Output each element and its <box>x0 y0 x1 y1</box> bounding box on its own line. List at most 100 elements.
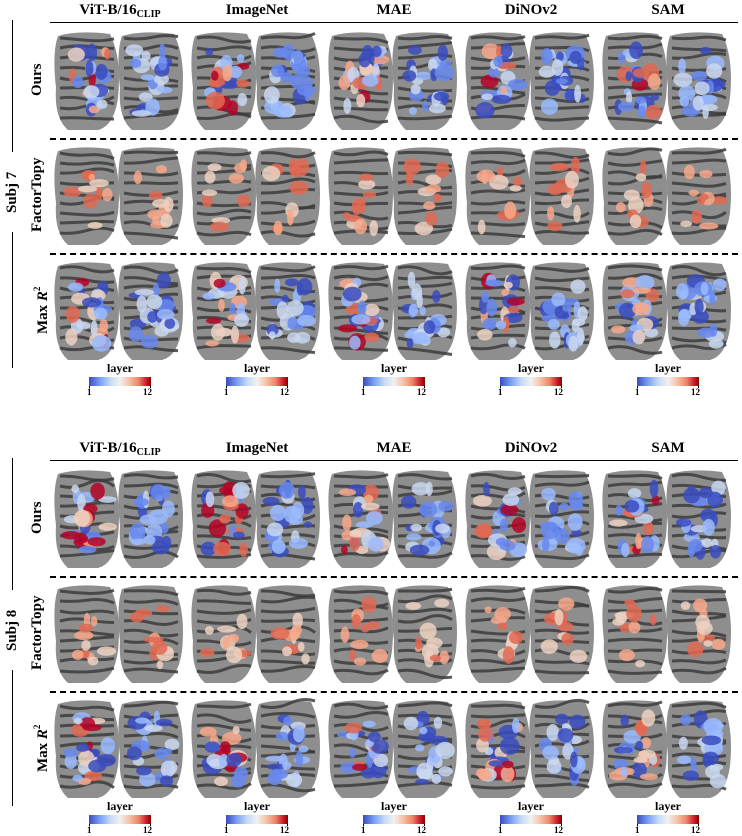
brain-flatmap <box>52 696 188 800</box>
column-header-text: ViT-B/16 <box>79 2 137 18</box>
colorbar-label: layer <box>655 361 681 375</box>
colorbar-tick <box>637 386 638 388</box>
colorbar-gradient <box>226 377 288 386</box>
brain-flatmap-max-r2-svg <box>326 696 462 800</box>
brain-flatmap <box>463 258 599 362</box>
brain-flatmap <box>189 466 325 570</box>
column-header-text: MAE <box>376 2 412 18</box>
layer-colorbar: layer 1 12 <box>633 800 703 836</box>
colorbar-label: layer <box>107 799 133 813</box>
column-header-text: ImageNet <box>225 2 289 18</box>
column-header-subscript: CLIP <box>136 447 161 458</box>
brain-flatmap <box>463 696 599 800</box>
layer-colorbar: layer 1 12 <box>222 800 292 836</box>
brain-flatmap-factortopy-svg <box>189 581 325 685</box>
colorbar-tick <box>698 386 699 388</box>
row-label-factortopy: FactorTopy <box>26 581 48 685</box>
colorbar-tick <box>150 824 151 826</box>
column-header: SAM <box>600 0 736 20</box>
column-header: ViT-B/16CLIP <box>52 0 188 25</box>
colorbar-min: 1 <box>635 387 640 397</box>
colorbar-label: layer <box>107 361 133 375</box>
brain-flatmap-max-r2-svg <box>463 258 599 362</box>
brain-flatmap <box>189 28 325 132</box>
row-label-text: Ours <box>29 63 45 97</box>
row-label-ours: Ours <box>26 28 48 132</box>
brain-flatmap <box>326 28 462 132</box>
colorbar-label: layer <box>381 799 407 813</box>
colorbar-tick <box>287 824 288 826</box>
brain-flatmap-ours-svg <box>326 28 462 132</box>
brain-flatmap <box>600 258 736 362</box>
column-header: MAE <box>326 0 462 20</box>
colorbar-min: 1 <box>224 387 229 397</box>
brain-flatmap-factortopy-svg <box>189 143 325 247</box>
subject-label: Subj 7 <box>0 152 24 232</box>
column-header-text: SAM <box>651 440 685 456</box>
row-label-text: Max <box>35 738 51 772</box>
brain-flatmap <box>463 466 599 570</box>
row-separator <box>50 253 738 255</box>
column-header: ImageNet <box>189 438 325 458</box>
layer-colorbar: layer 1 12 <box>85 799 155 836</box>
colorbar-min: 1 <box>87 387 92 397</box>
row-label-max-r2: Max R2 <box>26 696 51 800</box>
brain-flatmap <box>52 466 188 570</box>
column-header-text: ViT-B/16 <box>79 440 137 456</box>
brain-flatmap <box>189 143 325 247</box>
brain-flatmap-ours-svg <box>463 28 599 132</box>
brain-flatmap-ours-svg <box>326 466 462 570</box>
row-separator <box>50 576 738 578</box>
brain-flatmap-max-r2-svg <box>189 696 325 800</box>
colorbar-tick <box>698 824 699 826</box>
brain-flatmap <box>600 466 736 570</box>
brain-flatmap <box>52 581 188 685</box>
brain-flatmap <box>600 28 736 132</box>
colorbar-tick <box>561 386 562 388</box>
column-header: MAE <box>326 438 462 458</box>
colorbar-min: 1 <box>224 825 229 835</box>
brain-flatmap-ours-svg <box>463 466 599 570</box>
layer-colorbar: layer 1 12 <box>633 361 703 398</box>
header-rule <box>50 22 738 23</box>
brain-flatmap <box>326 143 462 247</box>
brain-flatmap <box>600 581 736 685</box>
column-header-subscript: CLIP <box>136 9 161 20</box>
colorbar-label: layer <box>518 799 544 813</box>
colorbar-tick <box>561 824 562 826</box>
column-header-text: SAM <box>651 2 685 18</box>
column-header: ImageNet <box>189 0 325 20</box>
brain-flatmap-max-r2-svg <box>326 258 462 362</box>
brain-flatmap-max-r2-svg <box>600 258 736 362</box>
row-label-ours: Ours <box>26 466 48 570</box>
colorbar-gradient <box>500 377 562 386</box>
row-label-text: Ours <box>29 501 45 535</box>
brain-flatmap-factortopy-svg <box>600 581 736 685</box>
colorbar-tick <box>363 824 364 826</box>
colorbar-label: layer <box>244 361 270 375</box>
layer-colorbar: layer 1 12 <box>222 361 292 398</box>
subject-label: Subj 8 <box>0 590 24 670</box>
brain-flatmap <box>463 143 599 247</box>
row-label-variable: R <box>35 290 51 301</box>
brain-flatmap-factortopy-svg <box>463 143 599 247</box>
brain-flatmap-max-r2-svg <box>600 696 736 800</box>
colorbar-gradient <box>500 815 562 824</box>
brain-flatmap-factortopy-svg <box>52 143 188 247</box>
colorbar-tick <box>637 824 638 826</box>
brain-flatmap-ours-svg <box>189 466 325 570</box>
brain-flatmap-max-r2-svg <box>463 696 599 800</box>
figure-panel: ViT-B/16CLIP ImageNet MAE DiNOv2 SAM Subj 7 Ou… <box>0 0 742 398</box>
brain-flatmap <box>326 466 462 570</box>
row-label-factortopy: FactorTopy <box>26 143 48 247</box>
brain-flatmap-ours-svg <box>600 466 736 570</box>
column-header-text: MAE <box>376 440 412 456</box>
column-header: DiNOv2 <box>463 0 599 20</box>
row-label-text: FactorTopy <box>29 157 45 233</box>
row-label-max-r2: Max R2 <box>26 258 51 362</box>
brain-flatmap <box>600 143 736 247</box>
layer-colorbar: layer 1 12 <box>85 361 155 398</box>
row-separator <box>50 138 738 140</box>
colorbar-gradient <box>637 815 699 824</box>
brain-flatmap <box>52 28 188 132</box>
